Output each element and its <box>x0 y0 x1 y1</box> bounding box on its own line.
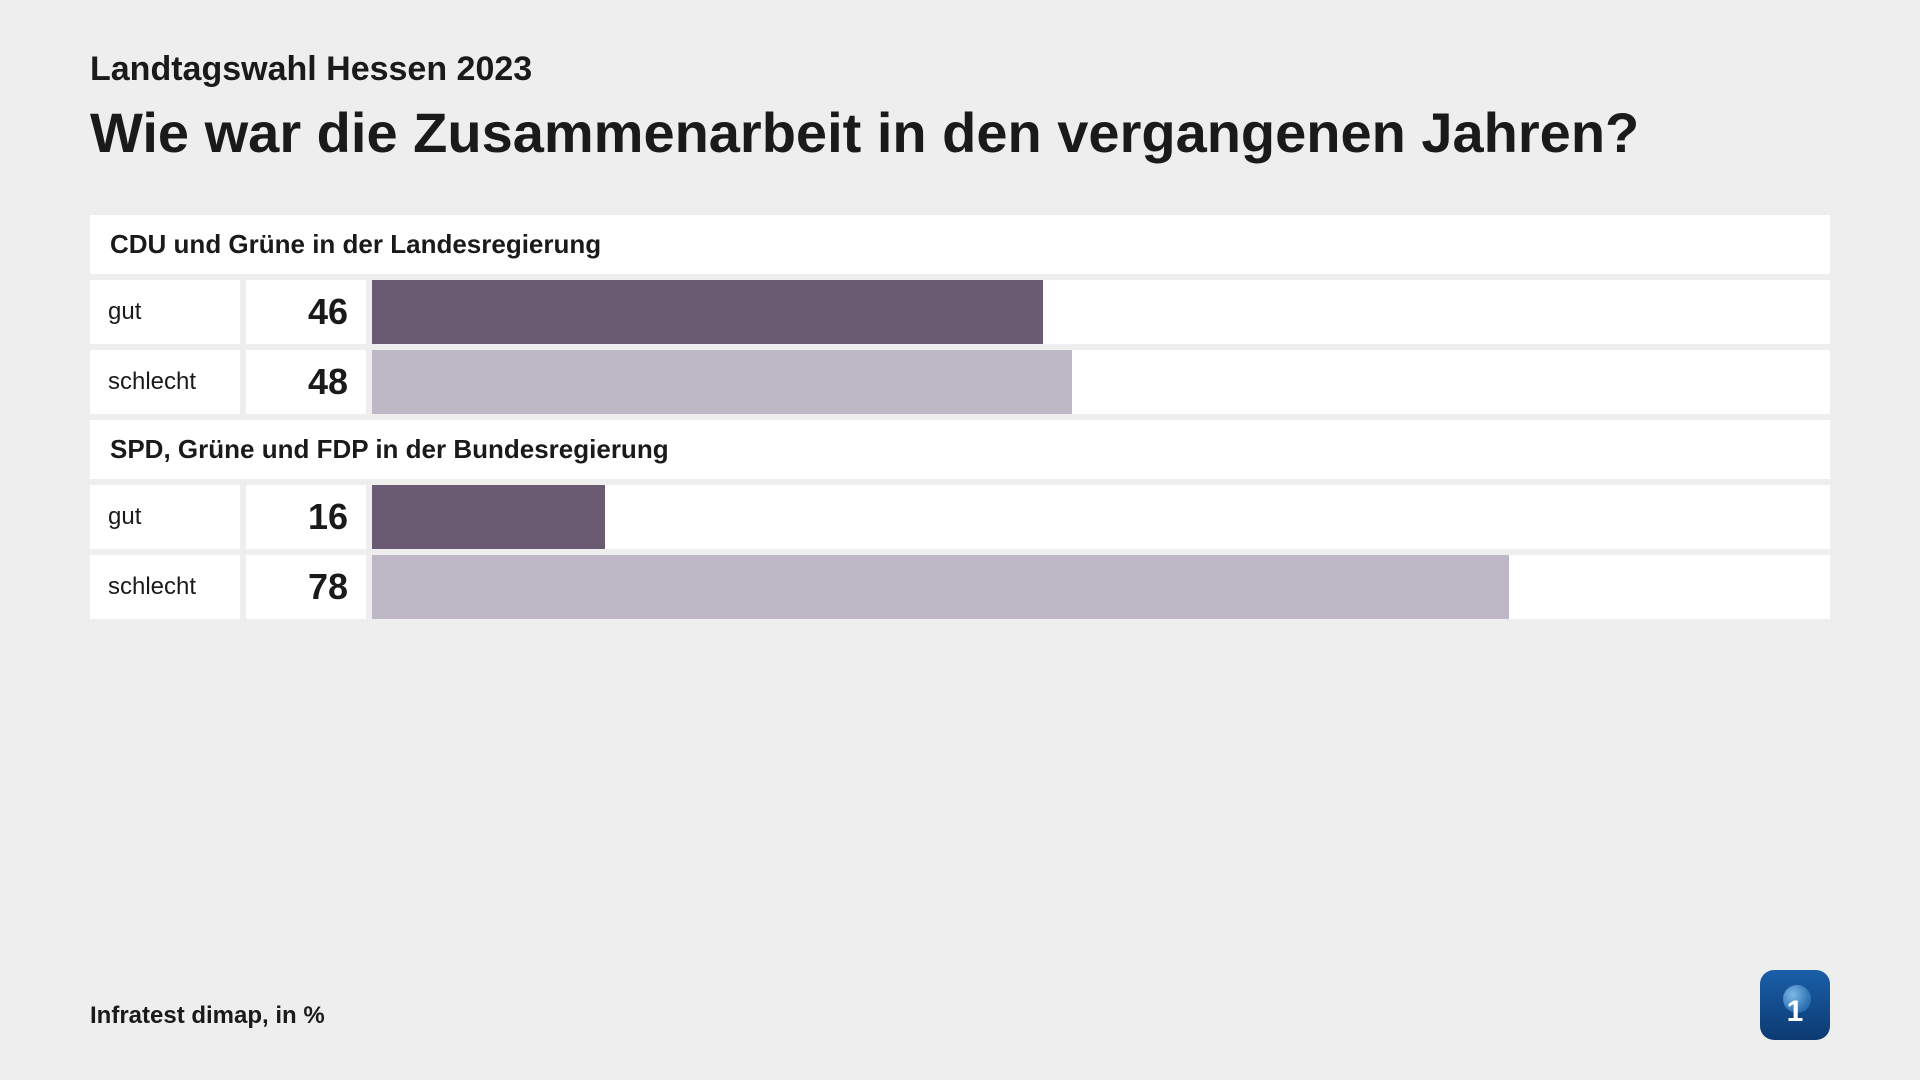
group-header: SPD, Grüne und FDP in der Bundesregierun… <box>90 420 1830 479</box>
chart-subtitle: Landtagswahl Hessen 2023 <box>90 50 1830 89</box>
bar-row: schlecht78 <box>90 555 1830 619</box>
group-header: CDU und Grüne in der Landesregierung <box>90 215 1830 274</box>
bar-chart: CDU und Grüne in der Landesregierunggut4… <box>90 215 1830 619</box>
bar-label: schlecht <box>90 555 240 619</box>
bar-fill <box>372 280 1043 344</box>
bar-value: 48 <box>246 350 366 414</box>
bar-row: schlecht48 <box>90 350 1830 414</box>
broadcaster-logo: 1 <box>1760 970 1830 1040</box>
bar-row: gut16 <box>90 485 1830 549</box>
bar-value: 16 <box>246 485 366 549</box>
logo-text: 1 <box>1773 995 1817 1029</box>
bar-track <box>372 280 1830 344</box>
logo-inner: 1 <box>1773 983 1817 1027</box>
bar-fill <box>372 555 1509 619</box>
bar-row: gut46 <box>90 280 1830 344</box>
bar-track <box>372 555 1830 619</box>
bar-fill <box>372 350 1072 414</box>
bar-value: 46 <box>246 280 366 344</box>
bar-fill <box>372 485 605 549</box>
bar-track <box>372 350 1830 414</box>
bar-track <box>372 485 1830 549</box>
chart-title: Wie war die Zusammenarbeit in den vergan… <box>90 101 1690 165</box>
bar-value: 78 <box>246 555 366 619</box>
bar-label: gut <box>90 280 240 344</box>
bar-label: gut <box>90 485 240 549</box>
chart-header: Landtagswahl Hessen 2023 Wie war die Zus… <box>90 50 1830 165</box>
source-footnote: Infratest dimap, in % <box>90 1002 325 1030</box>
bar-label: schlecht <box>90 350 240 414</box>
